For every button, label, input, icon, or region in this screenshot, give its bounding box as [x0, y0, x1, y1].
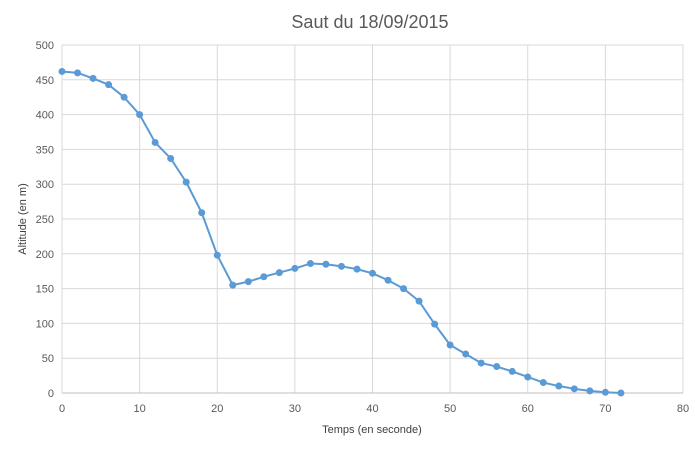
data-point: [555, 382, 563, 390]
gridlines: [62, 44, 684, 393]
y-tick-label: 50: [42, 353, 54, 365]
data-point: [353, 265, 361, 273]
x-tick-label: 0: [59, 403, 65, 415]
data-point: [384, 276, 392, 284]
series-layer: [58, 67, 625, 397]
data-point: [260, 273, 268, 281]
x-tick-label: 70: [599, 403, 611, 415]
x-tick-label: 60: [522, 403, 534, 415]
x-tick-label: 10: [134, 403, 146, 415]
y-tick-label: 400: [36, 110, 54, 122]
y-tick-label: 450: [36, 75, 54, 87]
y-tick-labels: 0 50 100 150 200 250 300 350 400 450 500: [36, 40, 54, 400]
data-point: [198, 209, 206, 217]
data-point: [400, 285, 408, 293]
data-point: [213, 251, 221, 259]
data-point: [477, 359, 485, 367]
y-tick-label: 200: [36, 249, 54, 261]
x-tick-label: 20: [211, 403, 223, 415]
data-point: [167, 154, 175, 162]
data-point: [306, 260, 314, 268]
data-point: [182, 178, 190, 186]
data-point: [539, 379, 547, 387]
data-point: [322, 260, 330, 268]
x-tick-label: 80: [677, 403, 689, 415]
y-tick-label: 300: [36, 179, 54, 191]
x-tick-label: 30: [289, 403, 301, 415]
data-point: [105, 81, 113, 89]
data-point: [601, 388, 609, 396]
data-point: [136, 111, 144, 119]
data-point: [431, 320, 439, 328]
y-tick-label: 0: [48, 388, 54, 400]
data-point: [120, 93, 128, 101]
data-point: [617, 389, 625, 397]
y-tick-label: 100: [36, 318, 54, 330]
data-point: [446, 341, 454, 349]
x-tick-label: 40: [366, 403, 378, 415]
data-point: [58, 67, 66, 75]
data-point: [337, 262, 345, 270]
data-point: [524, 373, 532, 381]
data-point: [291, 264, 299, 272]
data-point: [415, 297, 423, 305]
x-tick-label: 50: [444, 403, 456, 415]
data-point: [369, 269, 376, 277]
data-point: [89, 74, 97, 82]
data-point: [508, 367, 516, 375]
axes: [61, 45, 683, 394]
data-point: [244, 278, 252, 286]
y-tick-label: 150: [36, 284, 54, 296]
x-tick-labels: 0 10 20 30 40 50 60 70 80: [59, 403, 689, 415]
y-tick-label: 250: [36, 214, 54, 226]
data-point: [229, 281, 237, 289]
chart-title: Saut du 18/09/2015: [291, 12, 448, 32]
y-axis-title: Altitude (en m): [17, 183, 29, 255]
data-point: [275, 269, 283, 277]
data-point: [570, 385, 578, 393]
data-point: [151, 138, 159, 146]
data-point: [493, 363, 501, 371]
y-tick-label: 500: [36, 40, 54, 52]
y-tick-label: 350: [36, 144, 54, 156]
data-point: [586, 387, 594, 395]
data-point: [462, 350, 470, 358]
x-axis-title: Temps (en seconde): [322, 424, 422, 436]
data-point: [74, 69, 82, 77]
